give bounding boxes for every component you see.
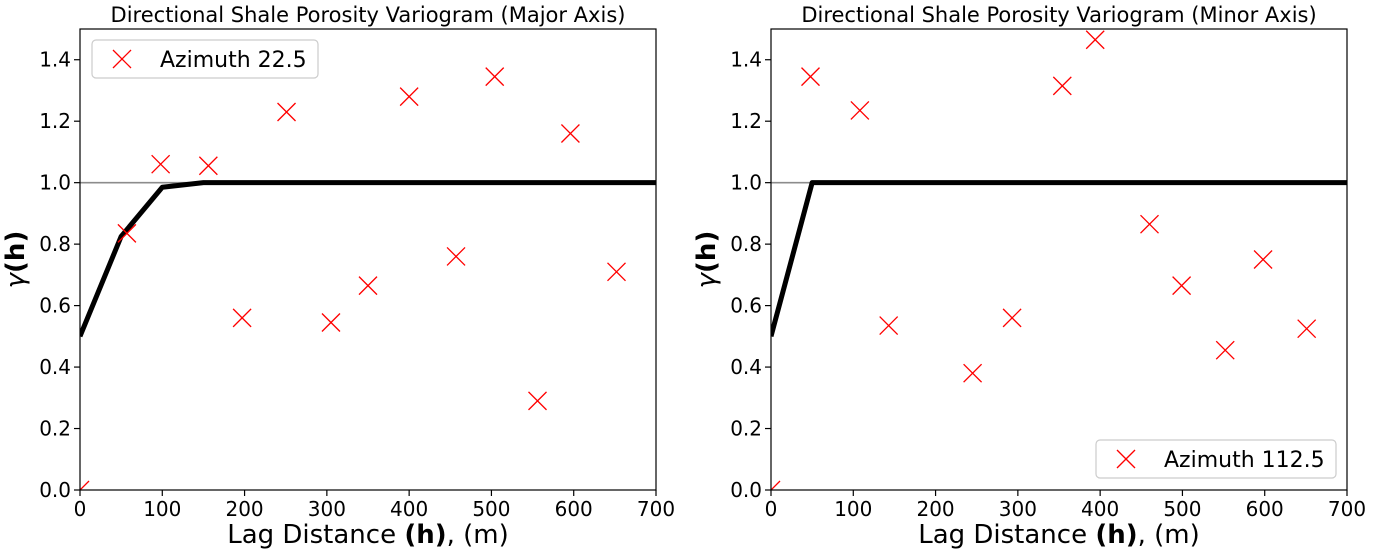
y-axis-label-bold: (h) bbox=[692, 231, 722, 273]
y-tick-label: 0.0 bbox=[39, 478, 71, 502]
data-point bbox=[1172, 276, 1192, 296]
x-axis-label-prefix: Lag Distance bbox=[227, 520, 404, 550]
scatter-series bbox=[80, 67, 626, 490]
y-axis-label-bold: (h) bbox=[1, 231, 31, 273]
legend-marker bbox=[1116, 449, 1136, 469]
legend-box bbox=[91, 39, 319, 79]
legend: Azimuth 112.5 bbox=[1095, 439, 1337, 479]
data-point bbox=[850, 100, 870, 120]
legend-box bbox=[1095, 439, 1337, 479]
data-point bbox=[771, 480, 781, 490]
data-point bbox=[1253, 250, 1273, 269]
x-tick-label: 400 bbox=[390, 497, 428, 521]
data-point bbox=[399, 87, 419, 107]
y-tick-label: 0.6 bbox=[39, 294, 71, 318]
x-axis-label-bold: (h) bbox=[1095, 520, 1137, 550]
y-axis-label-symbol: γ bbox=[1, 271, 31, 288]
x-tick-label: 700 bbox=[637, 497, 675, 521]
x-axis-label-suffix: , (m) bbox=[1138, 520, 1200, 550]
x-tick-label: 700 bbox=[1328, 497, 1366, 521]
data-point bbox=[1052, 76, 1072, 96]
y-tick-label: 0.4 bbox=[39, 355, 71, 379]
x-tick-label: 100 bbox=[143, 497, 181, 521]
x-tick-label: 400 bbox=[1081, 497, 1119, 521]
y-tick-label: 0.6 bbox=[730, 294, 762, 318]
x-tick-label: 100 bbox=[834, 497, 872, 521]
data-point bbox=[117, 223, 137, 243]
x-tick-label: 0 bbox=[74, 497, 87, 521]
y-tick-label: 1.4 bbox=[730, 48, 762, 72]
y-tick-label: 1.0 bbox=[730, 171, 762, 195]
data-point bbox=[1297, 319, 1317, 339]
x-axis-label: Lag Distance (h), (m) bbox=[918, 520, 1200, 550]
plot-frame bbox=[770, 28, 1348, 491]
y-tick-label: 1.2 bbox=[730, 109, 762, 133]
x-tick-label: 500 bbox=[1163, 497, 1201, 521]
x-tick-label: 200 bbox=[916, 497, 954, 521]
data-point bbox=[1002, 308, 1022, 328]
x-axis-label: Lag Distance (h), (m) bbox=[227, 520, 509, 550]
data-point bbox=[446, 246, 466, 266]
scatter-series bbox=[771, 30, 1317, 490]
chart-panel-major: Directional Shale Porosity Variogram (Ma… bbox=[1, 3, 675, 550]
legend-label: Azimuth 112.5 bbox=[1164, 448, 1325, 473]
data-point bbox=[1140, 214, 1159, 234]
data-point bbox=[485, 67, 505, 87]
data-point bbox=[801, 67, 820, 87]
data-point bbox=[232, 308, 252, 328]
data-point bbox=[560, 124, 580, 143]
x-tick-label: 300 bbox=[308, 497, 346, 521]
data-point bbox=[879, 316, 899, 336]
data-point bbox=[1215, 340, 1235, 360]
x-tick-label: 0 bbox=[765, 497, 778, 521]
x-axis-label-suffix: , (m) bbox=[447, 520, 509, 550]
y-tick-label: 0.2 bbox=[39, 417, 71, 441]
chart-title: Directional Shale Porosity Variogram (Ma… bbox=[111, 3, 626, 27]
x-tick-label: 300 bbox=[999, 497, 1037, 521]
data-point bbox=[321, 313, 341, 332]
x-axis-label-bold: (h) bbox=[404, 520, 446, 550]
chart-panel-minor: Directional Shale Porosity Variogram (Mi… bbox=[692, 3, 1366, 550]
y-tick-label: 1.0 bbox=[39, 171, 71, 195]
legend-label: Azimuth 22.5 bbox=[160, 48, 307, 73]
data-point bbox=[607, 262, 626, 282]
y-tick-label: 0.8 bbox=[39, 232, 71, 256]
plot-frame bbox=[79, 28, 657, 491]
y-tick-label: 0.4 bbox=[730, 355, 762, 379]
variogram-model-line bbox=[771, 180, 1347, 337]
x-tick-label: 600 bbox=[555, 497, 593, 521]
data-point bbox=[151, 154, 171, 174]
y-axis-label: γ(h) bbox=[692, 231, 722, 289]
y-tick-label: 1.4 bbox=[39, 48, 71, 72]
x-axis-label-prefix: Lag Distance bbox=[918, 520, 1095, 550]
y-tick-label: 0.8 bbox=[730, 232, 762, 256]
y-tick-label: 0.2 bbox=[730, 417, 762, 441]
y-axis-label: γ(h) bbox=[1, 231, 31, 289]
x-tick-label: 200 bbox=[225, 497, 263, 521]
x-tick-label: 500 bbox=[472, 497, 510, 521]
legend: Azimuth 22.5 bbox=[91, 39, 319, 79]
variogram-model-line bbox=[80, 180, 656, 338]
chart-title: Directional Shale Porosity Variogram (Mi… bbox=[801, 3, 1316, 27]
y-tick-label: 0.0 bbox=[730, 478, 762, 502]
data-point bbox=[358, 276, 378, 296]
data-point bbox=[80, 480, 90, 490]
data-point bbox=[528, 391, 547, 411]
legend-marker bbox=[112, 49, 132, 69]
y-tick-label: 1.2 bbox=[39, 109, 71, 133]
x-tick-label: 600 bbox=[1246, 497, 1284, 521]
data-point bbox=[963, 363, 983, 383]
data-point bbox=[277, 102, 296, 122]
data-point bbox=[1085, 30, 1105, 50]
y-axis-label-symbol: γ bbox=[692, 271, 722, 288]
data-point bbox=[198, 156, 218, 176]
